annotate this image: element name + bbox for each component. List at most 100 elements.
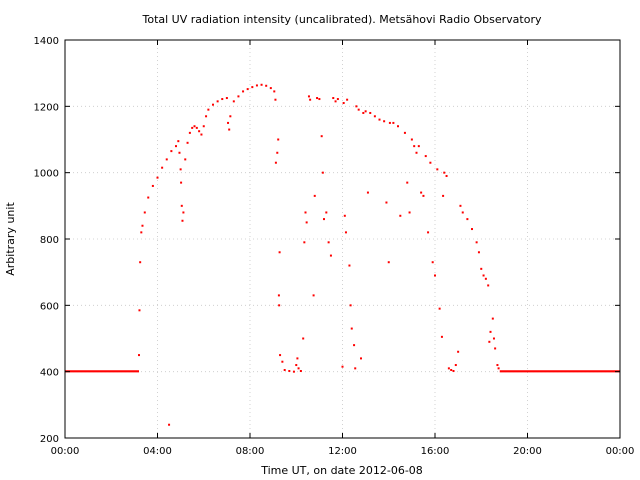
data-point: [373, 115, 376, 118]
data-point: [369, 111, 372, 114]
data-point: [496, 364, 499, 367]
data-point: [480, 267, 483, 270]
x-tick-label: 08:00: [236, 446, 265, 457]
data-point: [178, 151, 181, 154]
data-point: [494, 347, 497, 350]
data-point: [422, 194, 425, 197]
data-point: [161, 166, 164, 169]
data-point: [138, 309, 141, 312]
data-point: [336, 98, 339, 101]
data-point: [191, 126, 194, 129]
data-point: [325, 211, 328, 214]
data-point: [475, 241, 478, 244]
data-point: [260, 83, 263, 86]
data-point: [355, 105, 358, 108]
data-point: [436, 168, 439, 171]
data-point: [273, 90, 276, 93]
y-tick-labels: 200 400 600 800 1000 1200 1400: [34, 36, 59, 445]
data-point: [329, 254, 332, 257]
data-point: [327, 241, 330, 244]
chart-title: Total UV radiation intensity (uncalibrat…: [142, 13, 542, 26]
data-point: [180, 181, 183, 184]
data-point: [299, 370, 302, 373]
data-point: [343, 214, 346, 217]
data-point: [168, 423, 171, 426]
x-tick-label: 20:00: [513, 446, 542, 457]
data-point: [309, 98, 312, 101]
data-point: [274, 98, 277, 101]
data-point: [269, 87, 272, 90]
data-point: [350, 327, 353, 330]
data-point: [366, 191, 369, 194]
data-point: [429, 161, 432, 164]
x-tick-label: 00:00: [51, 446, 80, 457]
data-points: [65, 83, 620, 426]
data-point: [303, 241, 306, 244]
data-point: [305, 221, 308, 224]
data-point: [179, 168, 182, 171]
data-point: [278, 251, 281, 254]
data-point: [452, 370, 455, 373]
data-point: [320, 135, 323, 138]
data-point: [313, 194, 316, 197]
data-point: [195, 126, 198, 129]
data-point: [397, 125, 399, 128]
data-point: [181, 219, 184, 222]
data-point: [413, 145, 416, 148]
data-point: [193, 125, 196, 128]
data-point: [438, 307, 441, 310]
x-tick-label: 04:00: [143, 446, 172, 457]
data-point: [387, 261, 390, 264]
data-point: [188, 131, 191, 134]
data-point: [212, 103, 214, 106]
data-point: [277, 138, 280, 141]
data-point: [180, 204, 183, 207]
x-tick-label: 00:00: [606, 446, 635, 457]
data-point: [431, 261, 434, 264]
data-point: [344, 231, 347, 234]
data-point: [360, 357, 362, 360]
data-point: [229, 115, 232, 118]
data-point: [198, 130, 201, 133]
data-point: [424, 155, 427, 158]
data-point: [427, 231, 430, 234]
data-point: [296, 357, 299, 360]
data-point: [378, 118, 381, 121]
data-point: [316, 97, 319, 100]
data-point: [450, 369, 453, 372]
data-point: [200, 133, 203, 136]
data-point: [186, 141, 189, 144]
y-tick-label: 1400: [34, 36, 59, 47]
data-point: [288, 370, 291, 373]
data-point: [445, 174, 448, 177]
data-point: [484, 277, 487, 280]
data-point: [184, 158, 187, 161]
data-point: [399, 214, 402, 217]
y-tick-label: 1000: [34, 169, 59, 180]
data-point: [457, 350, 460, 353]
data-point: [443, 171, 446, 174]
data-point: [408, 211, 411, 214]
data-point: [362, 111, 365, 114]
data-point: [216, 100, 219, 103]
data-point: [454, 364, 457, 367]
data-point: [489, 330, 492, 333]
data-point: [487, 284, 490, 287]
data-point: [274, 161, 277, 164]
data-point: [492, 337, 495, 340]
data-point: [278, 304, 281, 307]
y-tick-label: 800: [40, 235, 59, 246]
data-point: [151, 184, 154, 187]
data-point: [491, 317, 494, 320]
data-point: [417, 145, 420, 148]
data-point: [434, 274, 436, 277]
data-point: [471, 228, 473, 231]
data-point: [147, 196, 150, 199]
data-point: [466, 218, 469, 221]
x-axis-label: Time UT, on date 2012-06-08: [260, 464, 423, 477]
grid-lines: [65, 40, 620, 438]
y-tick-label: 200: [40, 434, 59, 445]
data-point: [392, 121, 395, 124]
data-point: [488, 340, 491, 343]
